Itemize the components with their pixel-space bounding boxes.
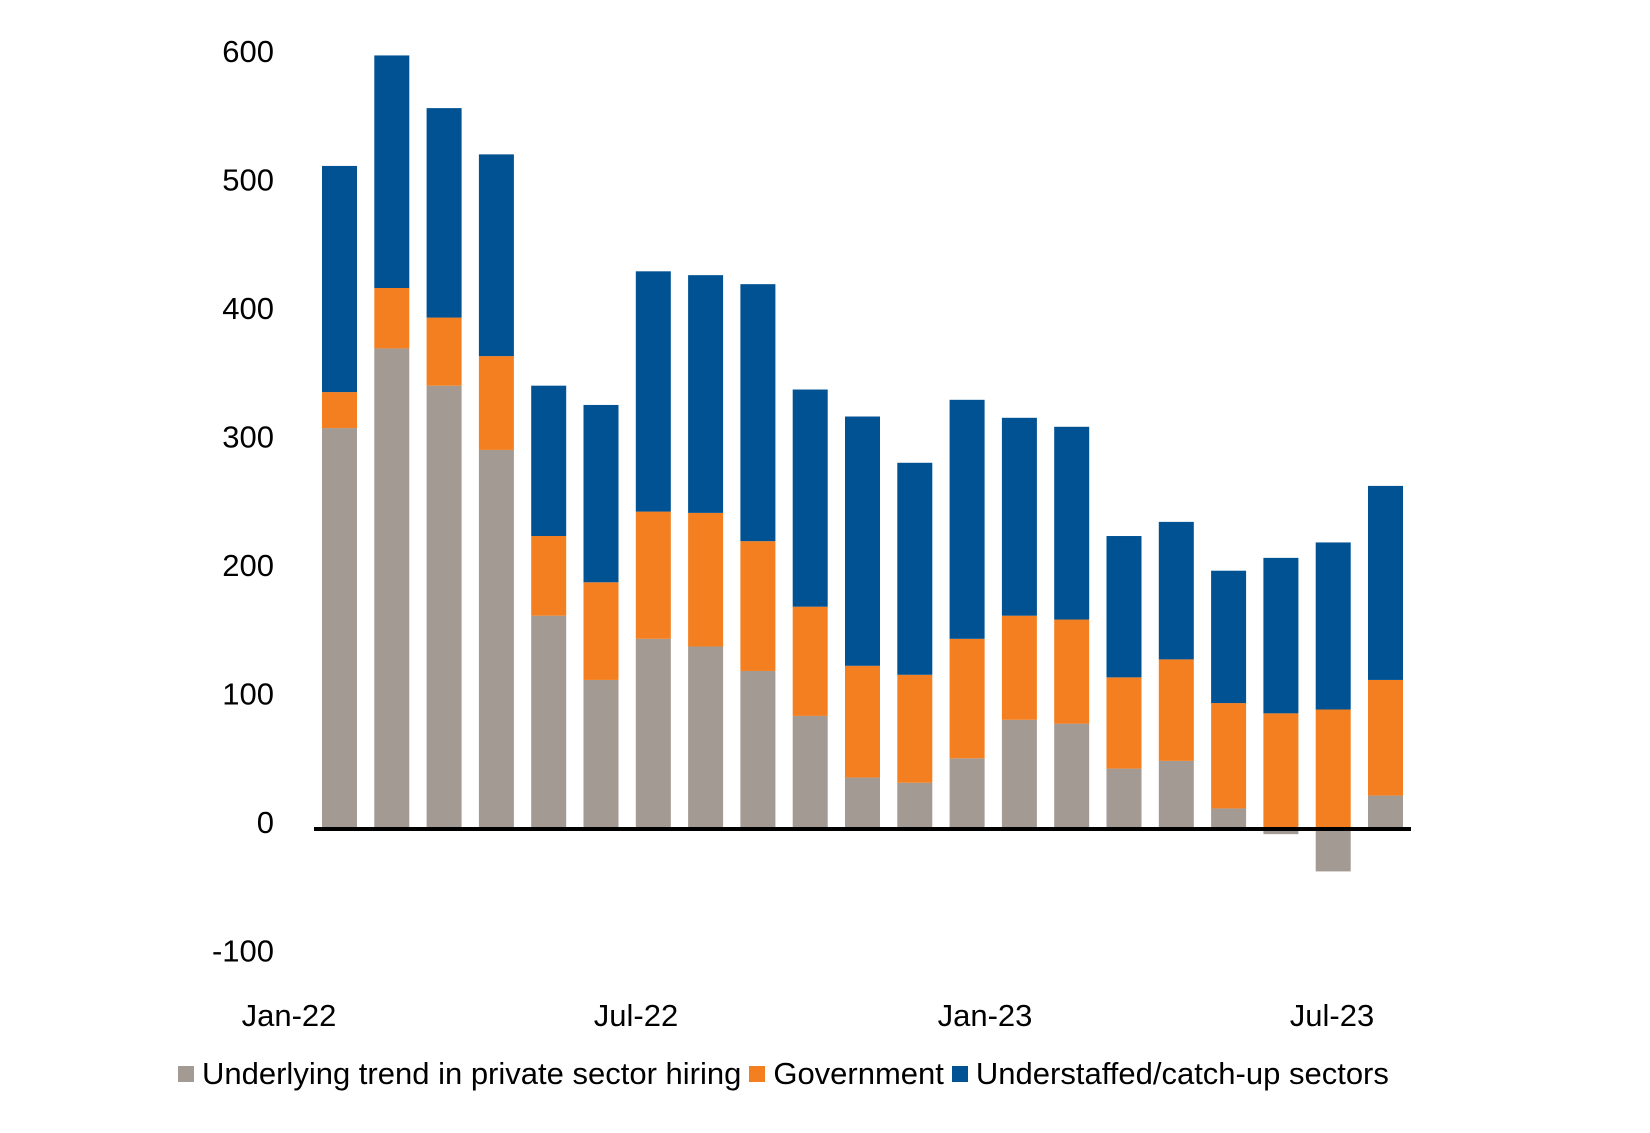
bar-segment-government-Jul-23 — [1263, 713, 1299, 829]
bar-segment-government-Nov-22 — [845, 665, 880, 778]
bar-segment-government-Jan-22 — [322, 392, 357, 429]
bar-segment-government-Apr-22 — [478, 356, 514, 450]
bar-segment-understaffed-May-22 — [531, 385, 567, 537]
bar-segment-private-Jan-23 — [949, 758, 985, 829]
y-tick-label: 500 — [222, 163, 274, 198]
bar-segment-government-Dec-22 — [897, 674, 933, 783]
legend-swatch — [178, 1066, 194, 1082]
bar-segment-private-Dec-22 — [897, 782, 933, 829]
bar-segment-understaffed-Aug-22 — [688, 275, 724, 513]
bar-segment-understaffed-Apr-22 — [478, 154, 514, 357]
legend-item: Government — [749, 1056, 944, 1092]
bar-segment-understaffed-Jan-22 — [322, 165, 357, 393]
bar-segment-private-Feb-23 — [1001, 719, 1037, 829]
bar-segment-government-Feb-22 — [374, 288, 410, 349]
bar-segment-understaffed-Jul-22 — [635, 271, 671, 512]
legend-label: Government — [773, 1056, 944, 1091]
bar-segment-private-Apr-22 — [478, 449, 514, 829]
bar-segment-private-Feb-22 — [374, 348, 410, 829]
bar-segment-government-Mar-22 — [426, 317, 462, 386]
legend-item: Understaffed/catch-up sectors — [951, 1056, 1389, 1092]
bar-segment-private-Mar-22 — [426, 385, 462, 829]
bar-segment-private-Jun-23 — [1211, 808, 1247, 829]
bar-segment-understaffed-Oct-22 — [792, 389, 828, 607]
bar-segment-understaffed-Feb-22 — [374, 55, 410, 289]
bar-segment-understaffed-Apr-23 — [1106, 536, 1142, 678]
bar-segment-understaffed-Dec-22 — [897, 462, 933, 675]
bar-segment-government-Jun-22 — [583, 582, 619, 680]
bar-segment-private-Jun-22 — [583, 679, 619, 829]
bar-segment-government-Aug-23 — [1315, 709, 1351, 829]
legend-swatch — [951, 1066, 968, 1082]
bar-segment-understaffed-May-23 — [1158, 521, 1194, 660]
bar-segment-government-Jul-22 — [635, 511, 671, 639]
legend: Underlying trend in private sector hirin… — [178, 1056, 1397, 1092]
bar-segment-understaffed-Nov-22 — [845, 416, 880, 666]
bar-segment-government-Sep-23 — [1368, 679, 1403, 796]
bar-segment-private-Nov-22 — [845, 777, 880, 829]
y-tick-label: 0 — [257, 805, 274, 840]
bar-segment-understaffed-Feb-23 — [1001, 417, 1037, 616]
x-axis-ticks: Jan-22 Jul-22 Jan-23 Jul-23 — [242, 998, 1375, 1033]
bar-segment-government-Mar-23 — [1054, 619, 1090, 724]
y-tick-label: -100 — [212, 934, 274, 969]
bar-segment-understaffed-Aug-23 — [1315, 542, 1351, 710]
bar-segment-private-Oct-22 — [792, 715, 828, 829]
bar-segment-government-Feb-23 — [1001, 615, 1037, 720]
bar-segment-private-Sep-23 — [1368, 795, 1403, 829]
bar-segment-private-Aug-23 — [1315, 829, 1351, 872]
x-tick-label: Jul-23 — [1290, 998, 1374, 1033]
bar-segment-government-Apr-23 — [1106, 677, 1142, 769]
bar-segment-understaffed-Jun-22 — [583, 404, 619, 583]
y-tick-label: 600 — [222, 34, 274, 69]
y-tick-label: 200 — [222, 548, 274, 583]
bar-segment-government-May-23 — [1158, 659, 1194, 761]
bar-segment-private-Jul-23 — [1263, 829, 1299, 835]
bars-layer — [322, 55, 1403, 872]
bar-segment-government-May-22 — [531, 536, 567, 616]
bar-segment-private-Aug-22 — [688, 646, 724, 829]
legend-label: Underlying trend in private sector hirin… — [202, 1056, 742, 1091]
bar-segment-government-Jan-23 — [949, 638, 985, 759]
y-tick-label: 400 — [222, 291, 274, 326]
x-tick-label: Jan-22 — [242, 998, 337, 1033]
bar-segment-understaffed-Sep-23 — [1368, 485, 1403, 680]
bar-segment-government-Jun-23 — [1211, 703, 1247, 809]
bar-segment-private-May-23 — [1158, 760, 1194, 829]
bar-segment-private-Sep-22 — [740, 670, 776, 829]
bar-segment-government-Sep-22 — [740, 541, 776, 671]
y-tick-label: 300 — [222, 420, 274, 455]
bar-segment-private-Jul-22 — [635, 638, 671, 829]
y-axis-ticks: 600 500 400 300 200 100 0 -100 — [212, 34, 274, 969]
x-tick-label: Jul-22 — [594, 998, 678, 1033]
bar-segment-understaffed-Sep-22 — [740, 284, 776, 542]
bar-segment-private-Mar-23 — [1054, 723, 1090, 829]
bar-segment-understaffed-Jan-23 — [949, 399, 985, 639]
bar-segment-private-Apr-23 — [1106, 768, 1142, 829]
legend-swatch — [749, 1066, 766, 1082]
bar-segment-understaffed-Mar-23 — [1054, 426, 1090, 620]
bar-segment-government-Aug-22 — [688, 512, 724, 647]
legend-label: Understaffed/catch-up sectors — [975, 1056, 1389, 1091]
bar-segment-understaffed-Jun-23 — [1211, 570, 1247, 704]
bar-segment-understaffed-Jul-23 — [1263, 557, 1299, 714]
y-tick-label: 100 — [222, 677, 274, 712]
bar-segment-understaffed-Mar-22 — [426, 108, 462, 318]
legend-item: Underlying trend in private sector hirin… — [178, 1056, 741, 1092]
x-tick-label: Jan-23 — [938, 998, 1033, 1033]
bar-segment-government-Oct-22 — [792, 606, 828, 716]
bar-segment-private-Jan-22 — [322, 428, 357, 829]
bar-segment-private-May-22 — [531, 615, 567, 829]
